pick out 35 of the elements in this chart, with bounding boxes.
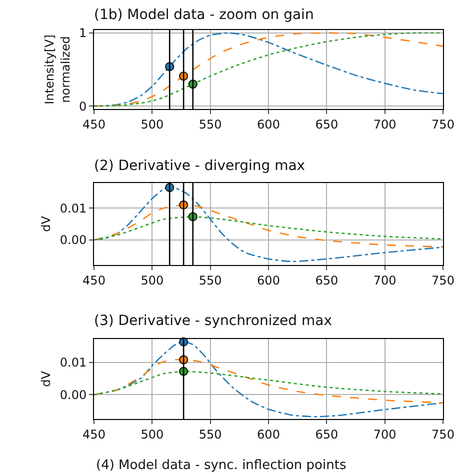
x-tick-label: 700 <box>373 273 396 288</box>
y-tick-label: 0.01 <box>60 356 87 370</box>
x-tick-label: 600 <box>257 117 280 132</box>
y-tick-label: 0 <box>78 99 87 114</box>
chart-title: (1b) Model data - zoom on gain <box>94 6 314 23</box>
y-tick-label: 0.00 <box>60 388 87 402</box>
chart-title: (3) Derivative - synchronized max <box>94 312 332 329</box>
x-tick-label: 700 <box>373 427 396 442</box>
x-tick-label: 500 <box>140 117 164 132</box>
x-tick-label: 700 <box>373 117 396 132</box>
x-tick-label: 600 <box>257 427 280 442</box>
x-tick-label: 650 <box>315 117 338 132</box>
x-tick-label: 550 <box>198 117 222 132</box>
x-tick-label: 500 <box>140 427 164 442</box>
text: (4) Model data - sync. inflection points <box>96 458 346 473</box>
y-tick-label: 0.00 <box>60 233 87 248</box>
x-tick-label: 750 <box>432 273 454 288</box>
chart-title: (2) Derivative - diverging max <box>94 158 306 174</box>
x-tick-label: 600 <box>257 273 280 288</box>
y-tick-label: 0.01 <box>60 201 87 216</box>
x-tick-label: 750 <box>432 427 454 442</box>
x-tick-label: 550 <box>198 273 222 288</box>
x-tick-label: 750 <box>432 117 454 132</box>
y-axis-title: dV <box>39 370 54 387</box>
line-series <box>94 32 443 107</box>
x-tick-label: 450 <box>82 273 106 288</box>
x-tick-label: 500 <box>140 273 164 288</box>
y-tick-label: 1 <box>78 26 87 40</box>
x-tick-label: 650 <box>315 273 338 288</box>
x-tick-label: 450 <box>82 117 106 132</box>
x-tick-label: 650 <box>315 427 338 442</box>
x-tick-label: 450 <box>82 427 106 442</box>
x-tick-label: 550 <box>198 427 222 442</box>
y-axis-title: Intensity[V] normalized <box>42 34 72 104</box>
y-axis-title: dV <box>39 215 54 232</box>
